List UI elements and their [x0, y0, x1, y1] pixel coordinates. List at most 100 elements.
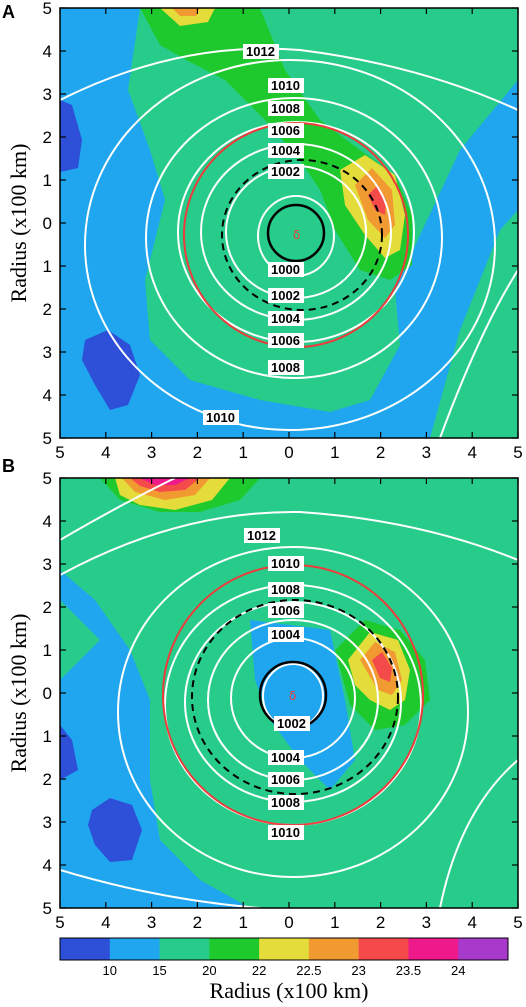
colorbar-tick-label: 22.5	[296, 963, 321, 978]
field-20-b-left	[60, 600, 100, 680]
label-b-1010: 1010	[271, 556, 300, 571]
x-tick-label: 3	[422, 443, 431, 462]
colorbar-tick-label: 10	[103, 963, 117, 978]
x-tick-label: 1	[238, 913, 247, 932]
colorbar-frame	[59, 937, 509, 961]
y-tick-label: 2	[43, 300, 52, 319]
x-tick-label: 5	[55, 913, 64, 932]
x-tick-label: 1	[330, 443, 339, 462]
isobar-b-1012	[60, 510, 518, 576]
y-tick-label: 1	[43, 257, 52, 276]
colorbar-tick-label: 22	[252, 963, 266, 978]
label-1002: 1002	[271, 164, 300, 179]
y-tick-label: 5	[43, 429, 52, 448]
y-tick-label: 3	[43, 813, 52, 832]
y-tick-label: 2	[43, 770, 52, 789]
colorbar-tick-label: 15	[152, 963, 166, 978]
colorbar-segment	[358, 938, 409, 960]
panel-a-ylabel: Radius (x100 km)	[6, 144, 31, 303]
colorbar-segment	[60, 938, 111, 960]
y-tick-label: 0	[43, 214, 52, 233]
center-marker-a: δ	[293, 228, 300, 242]
x-tick-label: 2	[193, 913, 202, 932]
colorbar-segment	[109, 938, 161, 960]
field-23.5-b-blob	[372, 652, 392, 682]
y-tick-label: 0	[43, 684, 52, 703]
colorbar-tick-label: 24	[451, 963, 465, 978]
x-tick-label: 4	[101, 443, 110, 462]
field-20	[128, 8, 518, 412]
x-tick-label: 3	[147, 913, 156, 932]
panel-b: B	[2, 456, 523, 932]
x-tick-label: 0	[284, 913, 293, 932]
y-tick-label: 2	[43, 128, 52, 147]
field-10-lower	[82, 330, 140, 410]
colorbar-xlabel: Radius (x100 km)	[210, 978, 369, 1003]
inner-radius-a	[266, 203, 326, 263]
colorbar-tick-label: 20	[202, 963, 216, 978]
field-10-left	[60, 100, 82, 172]
field-24-b-top	[140, 478, 190, 485]
panel-b-ylabel: Radius (x100 km)	[6, 614, 31, 773]
y-tick-label: 3	[43, 343, 52, 362]
label-b-1006: 1006	[271, 603, 300, 618]
contour-labels-b: 1012 1010 1008 1006 1004 1002 1004 1006 …	[244, 528, 310, 840]
x-tick-label: 4	[467, 913, 476, 932]
colorbar-segment	[159, 938, 210, 960]
label-1010: 1010	[271, 78, 300, 93]
colorbar-segment	[209, 938, 260, 960]
label-1010-b: 1010	[206, 410, 235, 425]
y-tick-label: 5	[43, 0, 52, 18]
isobar-b-upper-left	[60, 478, 176, 541]
y-tick-label: 3	[43, 555, 52, 574]
x-tick-label: 1	[238, 443, 247, 462]
x-tick-label: 2	[193, 443, 202, 462]
dashed-radius-a	[221, 159, 383, 311]
y-tick-label: 2	[43, 598, 52, 617]
x-tick-label: 2	[376, 443, 385, 462]
dashed-radius-b	[191, 599, 399, 795]
colorbar-tick-label: 23.5	[396, 963, 421, 978]
field-20-right	[430, 210, 518, 438]
isobar-1008	[145, 97, 443, 379]
y-tick-label: 1	[43, 727, 52, 746]
label-b-1002: 1002	[277, 716, 306, 731]
x-tick-label: 1	[330, 913, 339, 932]
label-1000: 1000	[271, 262, 300, 277]
isobar-1012	[60, 47, 518, 111]
x-tick-label: 3	[422, 913, 431, 932]
x-tick-label: 2	[376, 913, 385, 932]
isobar-b-outer	[60, 869, 261, 908]
label-1004: 1004	[271, 143, 301, 158]
x-tick-label: 4	[467, 443, 476, 462]
y-tick-label: 3	[43, 85, 52, 104]
label-1006: 1006	[271, 123, 300, 138]
field-10-b-lower	[88, 798, 142, 862]
contour-labels-a: 1012 1010 1008 1006 1004 1002 1000 1002 …	[203, 44, 304, 425]
label-b-1012: 1012	[247, 528, 276, 543]
label-1006-b: 1006	[271, 333, 300, 348]
y-tick-label: 1	[43, 641, 52, 660]
colorbar-segment	[259, 938, 310, 960]
panel-a-letter: A	[2, 2, 15, 22]
isobar-b-1010	[117, 546, 469, 878]
field-22.5-top	[160, 8, 215, 26]
field-22	[140, 8, 412, 280]
label-1012: 1012	[246, 44, 275, 59]
y-tick-label: 4	[43, 42, 52, 61]
colorbar-tick-label: 23	[351, 963, 365, 978]
y-tick-label: 4	[43, 856, 52, 875]
label-b-1010-b: 1010	[271, 825, 300, 840]
panel-b-letter: B	[2, 456, 15, 476]
colorbar-segment	[458, 938, 509, 960]
x-tick-label: 0	[284, 443, 293, 462]
label-b-1008: 1008	[271, 582, 300, 597]
label-b-1008-b: 1008	[271, 795, 300, 810]
isobar-b-right	[439, 759, 518, 908]
colorbar-segment	[408, 938, 459, 960]
x-tick-label: 3	[147, 443, 156, 462]
label-b-1004: 1004	[271, 627, 301, 642]
